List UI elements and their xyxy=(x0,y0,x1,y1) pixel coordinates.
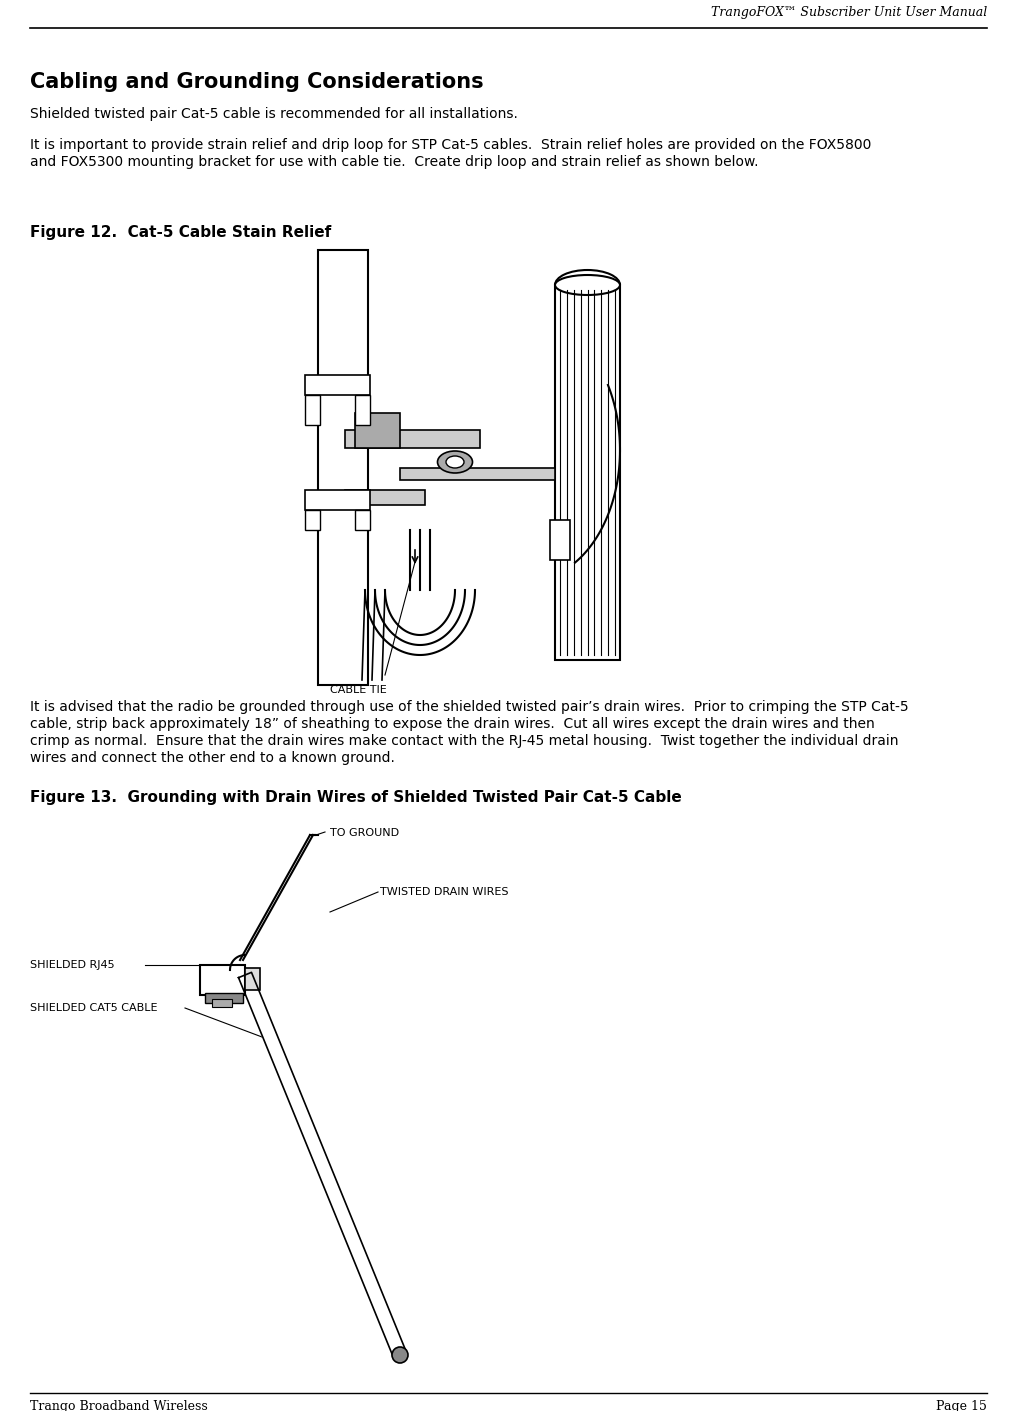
Ellipse shape xyxy=(437,452,473,473)
Bar xyxy=(345,490,425,505)
Bar xyxy=(400,468,555,480)
Bar xyxy=(318,250,368,684)
Text: Figure 13.  Grounding with Drain Wires of Shielded Twisted Pair Cat-5 Cable: Figure 13. Grounding with Drain Wires of… xyxy=(29,790,681,806)
Text: SHIELDED RJ45: SHIELDED RJ45 xyxy=(29,959,115,969)
Bar xyxy=(305,490,370,509)
Text: cable, strip back approximately 18” of sheathing to expose the drain wires.  Cut: cable, strip back approximately 18” of s… xyxy=(29,717,875,731)
Text: Figure 12.  Cat-5 Cable Stain Relief: Figure 12. Cat-5 Cable Stain Relief xyxy=(29,224,332,240)
Bar xyxy=(305,509,320,531)
Polygon shape xyxy=(239,972,407,1357)
Bar xyxy=(550,521,570,560)
Bar xyxy=(355,395,370,425)
Text: Trango Broadband Wireless: Trango Broadband Wireless xyxy=(29,1400,207,1411)
Text: crimp as normal.  Ensure that the drain wires make contact with the RJ-45 metal : crimp as normal. Ensure that the drain w… xyxy=(29,734,898,748)
Text: wires and connect the other end to a known ground.: wires and connect the other end to a kno… xyxy=(29,751,395,765)
Text: SHIELDED CAT5 CABLE: SHIELDED CAT5 CABLE xyxy=(29,1003,158,1013)
Text: and FOX5300 mounting bracket for use with cable tie.  Create drip loop and strai: and FOX5300 mounting bracket for use wit… xyxy=(29,155,759,169)
Ellipse shape xyxy=(446,456,464,468)
Bar xyxy=(305,395,320,425)
Bar xyxy=(245,968,260,991)
Text: It is advised that the radio be grounded through use of the shielded twisted pai: It is advised that the radio be grounded… xyxy=(29,700,908,714)
Ellipse shape xyxy=(392,1348,408,1363)
Text: Cabling and Grounding Considerations: Cabling and Grounding Considerations xyxy=(29,72,484,92)
Bar xyxy=(555,285,620,660)
Bar xyxy=(355,413,400,449)
Text: Shielded twisted pair Cat-5 cable is recommended for all installations.: Shielded twisted pair Cat-5 cable is rec… xyxy=(29,107,518,121)
Text: It is important to provide strain relief and drip loop for STP Cat-5 cables.  St: It is important to provide strain relief… xyxy=(29,138,872,152)
Text: CABLE TIE: CABLE TIE xyxy=(330,684,386,696)
Bar xyxy=(345,430,480,449)
Ellipse shape xyxy=(555,275,620,295)
Text: TWISTED DRAIN WIRES: TWISTED DRAIN WIRES xyxy=(380,888,508,897)
Text: TrangoFOX™ Subscriber Unit User Manual: TrangoFOX™ Subscriber Unit User Manual xyxy=(711,6,988,18)
Bar xyxy=(355,509,370,531)
Text: Page 15: Page 15 xyxy=(936,1400,988,1411)
Bar xyxy=(200,965,245,995)
Bar xyxy=(205,993,243,1003)
Bar xyxy=(305,375,370,395)
Text: TO GROUND: TO GROUND xyxy=(330,828,399,838)
Bar xyxy=(212,999,232,1007)
